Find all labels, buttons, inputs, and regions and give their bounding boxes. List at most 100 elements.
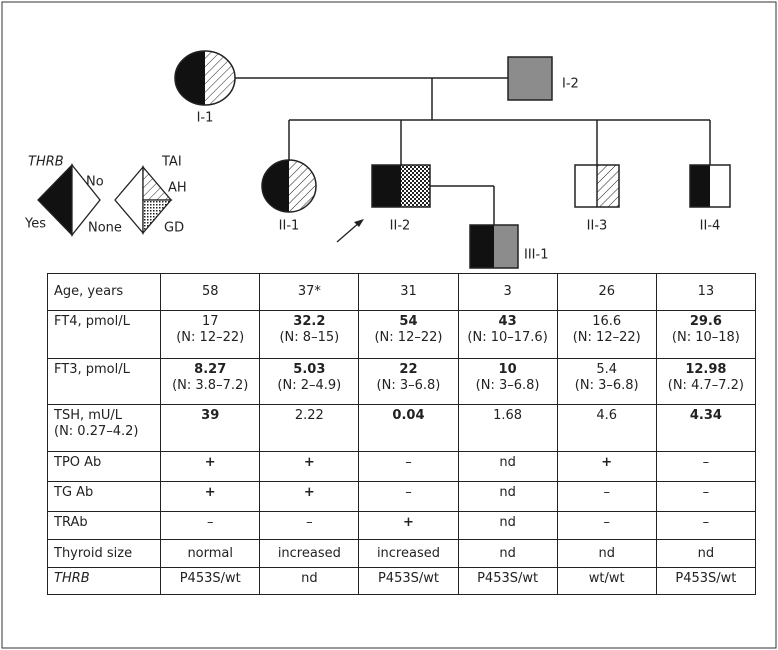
individual-label: III-1 [524,248,548,263]
table-cell: TPO Ab [46,451,162,482]
table-cell: – [259,511,360,540]
individual-label: II-4 [700,219,721,234]
table-row: FT4, pmol/L 17 (N: 12–22) 32.2 (N: 8–15) 54 (N… [46,310,757,359]
legend-label: None [88,221,122,236]
table-cell: P453S/wt [160,567,261,595]
cell-text: 22 [399,362,418,377]
cell-range: (N: 3–6.8) [574,378,639,393]
cell-text: 17 [201,314,219,329]
cell-text: increased [376,545,440,561]
table-cell: – [655,511,757,540]
table-cell: TG Ab [46,481,162,512]
cell-range: (N: 12–22) [374,330,443,345]
table-cell: + [259,481,360,512]
cell-text: + [204,485,216,500]
table-cell: + [556,451,657,482]
table-cell: 43 (N: 10–17.6) [457,310,558,359]
cell-text: 0.04 [392,408,425,423]
cell-range: (N: 3–6.8) [376,378,441,393]
table-row: Thyroid size normal increased increased nd nd… [46,539,757,568]
cell-text: TPO Ab [54,455,102,470]
connections [235,77,711,225]
cell-text: 39 [201,408,220,423]
cell-text: THRB [54,571,90,586]
cell-text: P453S/wt [477,571,539,586]
cell-text: 26 [598,284,615,299]
legend-label: No [86,175,104,190]
individual [689,164,731,208]
cell-text: TRAb [54,515,88,530]
data-table: Age, years 58 37* 31 3 26 13 FT4, pmol/L 17 (N: 1… [46,273,757,595]
table-cell: P453S/wt [358,567,459,595]
table-cell: 26 [556,273,657,311]
table-cell: nd [457,511,558,540]
cell-range: (N: 12–22) [572,330,641,345]
cell-text: – [702,455,710,470]
legend-label: GD [164,221,184,236]
table-cell: P453S/wt [457,567,558,595]
table-cell: nd [655,539,757,568]
cell-text: 10 [498,362,517,377]
cell-text: P453S/wt [377,571,439,586]
cell-text: 13 [697,284,715,299]
legend-label: TAI [161,155,182,170]
table-cell: – [655,481,757,512]
table-cell: 32.2 (N: 8–15) [259,310,360,359]
cell-range: (N: 8–15) [279,330,340,345]
table-row: TSH, mU/L (N: 0.27–4.2) 39 2.22 0.04 1.68 4.6 4… [46,404,757,452]
table-cell: + [259,451,360,482]
legend-label: THRB [28,155,64,170]
cell-text: 31 [400,284,417,299]
individual [507,56,553,101]
cell-text: – [405,485,412,500]
table-cell: nd [457,451,558,482]
cell-text: nd [301,571,318,586]
table-cell: 39 [160,404,261,452]
table-cell: nd [259,567,360,595]
cell-text: FT4, pmol/L [54,314,130,329]
table-cell: 16.6 (N: 12–22) [556,310,657,359]
table-cell: TRAb [46,511,162,540]
legend-label: AH [168,181,187,196]
table-cell: 13 [655,273,757,311]
table-row: THRB P453S/wt nd P453S/wt P453S/wt wt/wt P453S… [46,567,757,595]
individual [469,224,519,269]
cell-text: nd [697,545,715,561]
table-cell: increased [358,539,459,568]
table-cell: nd [457,481,558,512]
cell-range: (N: 0.27–4.2) [54,424,139,439]
individual-label: II-1 [279,219,300,234]
cell-text: + [303,485,315,500]
individual-label: I-1 [197,111,214,126]
cell-text: 58 [201,284,219,299]
cell-text: Age, years [54,284,124,299]
table-cell: + [160,481,261,512]
table-cell: 10 (N: 3–6.8) [457,358,558,405]
cell-text: FT3, pmol/L [54,362,130,377]
cell-range: (N: 12–22) [176,330,245,345]
table-cell: 0.04 [358,404,459,452]
table-cell: 5.03 (N: 2–4.9) [259,358,360,405]
table-cell: FT3, pmol/L [46,358,162,405]
table-cell: nd [457,539,558,568]
legend-symbol [142,199,173,235]
table-cell: 5.4 (N: 3–6.8) [556,358,657,405]
table-cell: 37* [259,273,360,311]
cell-range: (N: 3.8–7.2) [172,378,249,393]
cell-text: 12.98 [685,362,727,377]
cell-text: + [601,455,613,470]
cell-text: 1.68 [493,408,523,423]
table-cell: 3 [457,273,558,311]
table-cell: – [556,481,657,512]
cell-text: 3 [503,284,512,299]
cell-text: – [603,485,610,500]
cell-text: normal [187,545,233,561]
cell-range: (N: 3–6.8) [475,378,540,393]
cell-text: 37* [297,284,321,299]
cell-text: – [306,515,313,530]
cell-text: 4.34 [689,408,722,423]
cell-text: TSH, mU/L [54,408,123,423]
table-cell: increased [259,539,360,568]
